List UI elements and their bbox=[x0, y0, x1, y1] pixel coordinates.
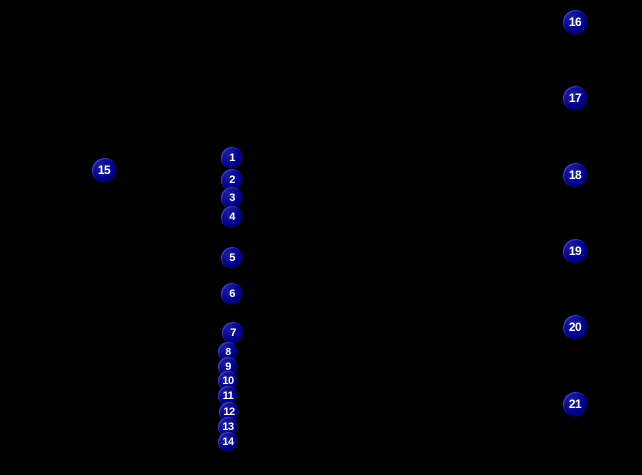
hotspot-marker-20[interactable]: 20 bbox=[562, 314, 588, 340]
hotspot-marker-16[interactable]: 16 bbox=[562, 9, 588, 35]
hotspot-marker-11[interactable]: 11 bbox=[218, 386, 238, 406]
hotspot-marker-4[interactable]: 4 bbox=[221, 206, 243, 228]
hotspot-marker-2[interactable]: 2 bbox=[221, 169, 243, 191]
hotspot-marker-17[interactable]: 17 bbox=[562, 85, 588, 111]
hotspot-marker-19[interactable]: 19 bbox=[562, 238, 588, 264]
hotspot-marker-15[interactable]: 15 bbox=[91, 157, 117, 183]
hotspot-marker-3[interactable]: 3 bbox=[221, 187, 243, 209]
hotspot-marker-21[interactable]: 21 bbox=[562, 391, 588, 417]
hotspot-marker-6[interactable]: 6 bbox=[221, 283, 243, 305]
hotspot-marker-5[interactable]: 5 bbox=[221, 247, 243, 269]
hotspot-marker-1[interactable]: 1 bbox=[221, 147, 243, 169]
hotspot-marker-18[interactable]: 18 bbox=[562, 162, 588, 188]
hotspot-marker-7[interactable]: 7 bbox=[222, 322, 244, 344]
hotspot-marker-14[interactable]: 14 bbox=[218, 432, 238, 452]
